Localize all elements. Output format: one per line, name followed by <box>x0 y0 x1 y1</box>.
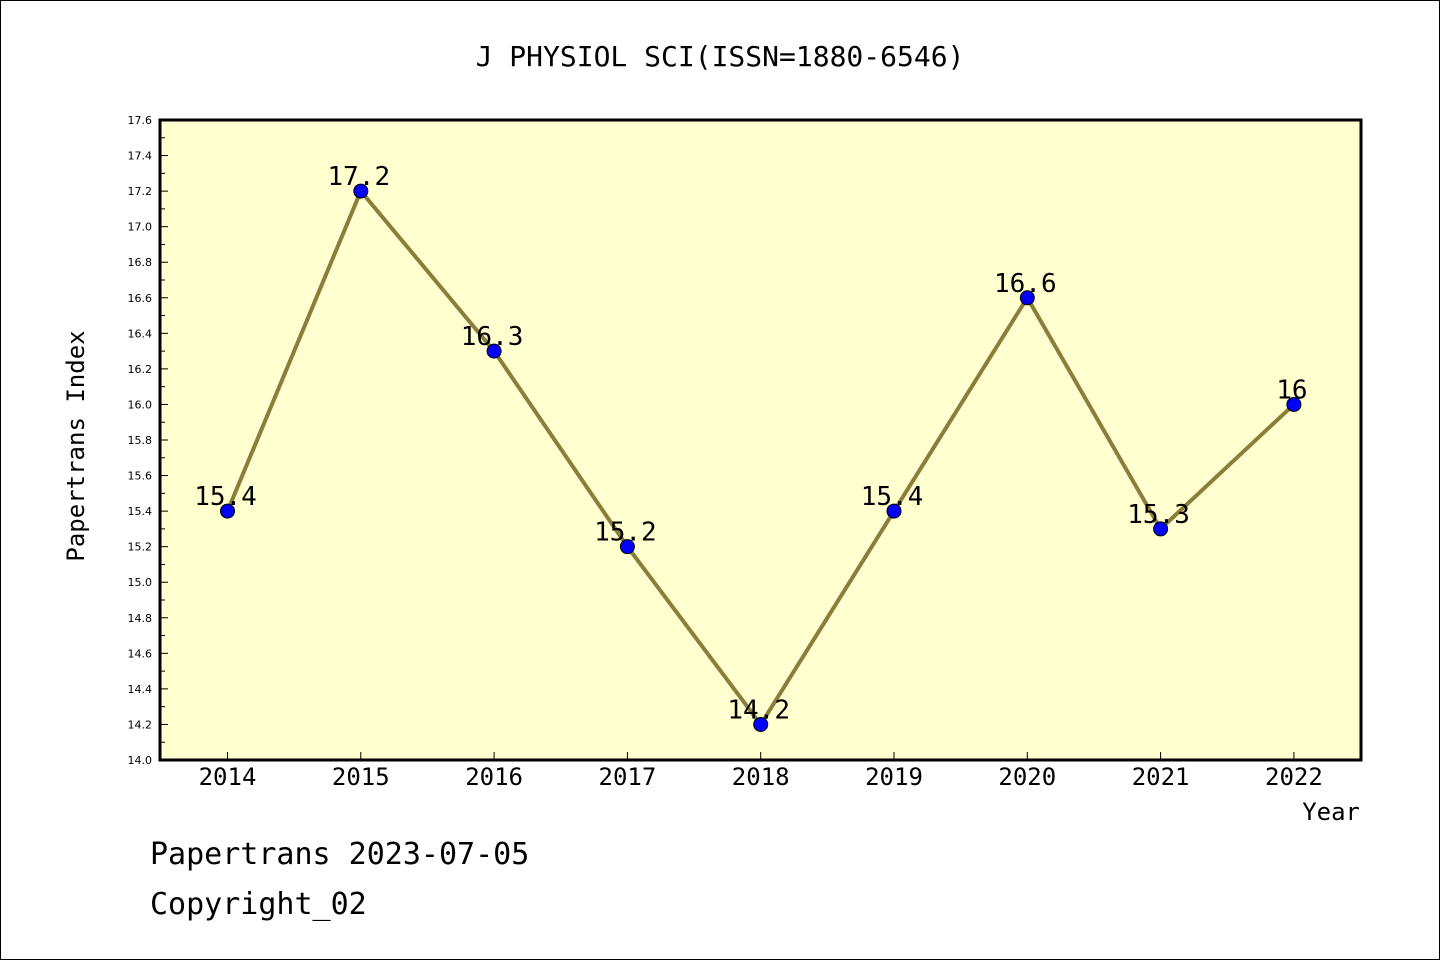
y-tick-label: 16.8 <box>128 256 153 269</box>
y-axis-label: Papertrans Index <box>62 330 90 561</box>
x-tick-label: 2015 <box>332 763 390 791</box>
data-point <box>220 503 235 519</box>
chart-title: J PHYSIOL SCI(ISSN=1880-6546) <box>476 40 965 73</box>
data-point <box>486 343 502 359</box>
x-tick-label: 2019 <box>865 763 923 791</box>
y-tick-label: 15.6 <box>128 470 153 483</box>
data-label: 15.4 <box>194 482 257 512</box>
y-tick-label: 17.2 <box>128 185 153 198</box>
y-tick-label: 14.2 <box>128 718 153 731</box>
y-tick-label: 15.4 <box>128 505 153 518</box>
data-point <box>1153 521 1169 537</box>
data-label: 16.3 <box>461 322 524 352</box>
footer-date: Papertrans 2023-07-05 <box>150 837 529 872</box>
y-tick-label: 16.2 <box>128 363 153 376</box>
x-axis-label: Year <box>1302 798 1360 826</box>
data-label: 15.3 <box>1127 500 1190 530</box>
data-point <box>619 539 635 555</box>
x-tick-label: 2022 <box>1265 763 1323 791</box>
x-tick-label: 2017 <box>599 763 657 791</box>
x-tick-label: 2018 <box>732 763 790 791</box>
data-label: 15.4 <box>861 482 924 512</box>
x-tick-label: 2014 <box>199 763 257 791</box>
y-tick-label: 14.0 <box>128 754 153 767</box>
y-tick-label: 16.4 <box>128 327 153 340</box>
y-tick-label: 16.0 <box>128 398 153 411</box>
x-tick-label: 2020 <box>998 763 1056 791</box>
data-point <box>886 503 902 519</box>
data-label: 16.6 <box>994 269 1057 299</box>
data-label: 15.2 <box>594 518 657 548</box>
data-label: 17.2 <box>327 162 390 192</box>
data-point <box>1286 396 1302 412</box>
footer-copyright: Copyright_02 <box>150 887 367 922</box>
y-tick-label: 15.2 <box>128 541 153 554</box>
data-label: 16 <box>1276 375 1307 405</box>
x-tick-label: 2016 <box>465 763 523 791</box>
ticks-layer: 14.0 14.2 14.4 14.6 14.8 15.0 15.2 15.4 15.6 15.8… <box>128 114 1323 791</box>
data-point <box>753 716 769 732</box>
series-layer: 15.4 17.2 16.3 15.2 14.2 15.4 16.6 15.3 16 <box>194 162 1308 732</box>
y-tick-label: 15.0 <box>128 576 153 589</box>
y-tick-label: 17.4 <box>128 150 153 163</box>
y-tick-label: 14.8 <box>128 612 153 625</box>
x-tick-label: 2021 <box>1132 763 1190 791</box>
y-tick-label: 14.4 <box>128 683 153 696</box>
plot-border <box>158 118 1363 762</box>
data-label: 14.2 <box>727 695 790 725</box>
y-tick-label: 15.8 <box>128 434 153 447</box>
data-point <box>1019 290 1035 306</box>
data-point <box>353 183 369 199</box>
y-tick-label: 17.0 <box>128 221 153 234</box>
y-tick-label: 17.6 <box>128 114 153 127</box>
y-tick-label: 14.6 <box>128 647 153 660</box>
y-tick-label: 16.6 <box>128 292 153 305</box>
plot-area <box>160 120 1361 760</box>
